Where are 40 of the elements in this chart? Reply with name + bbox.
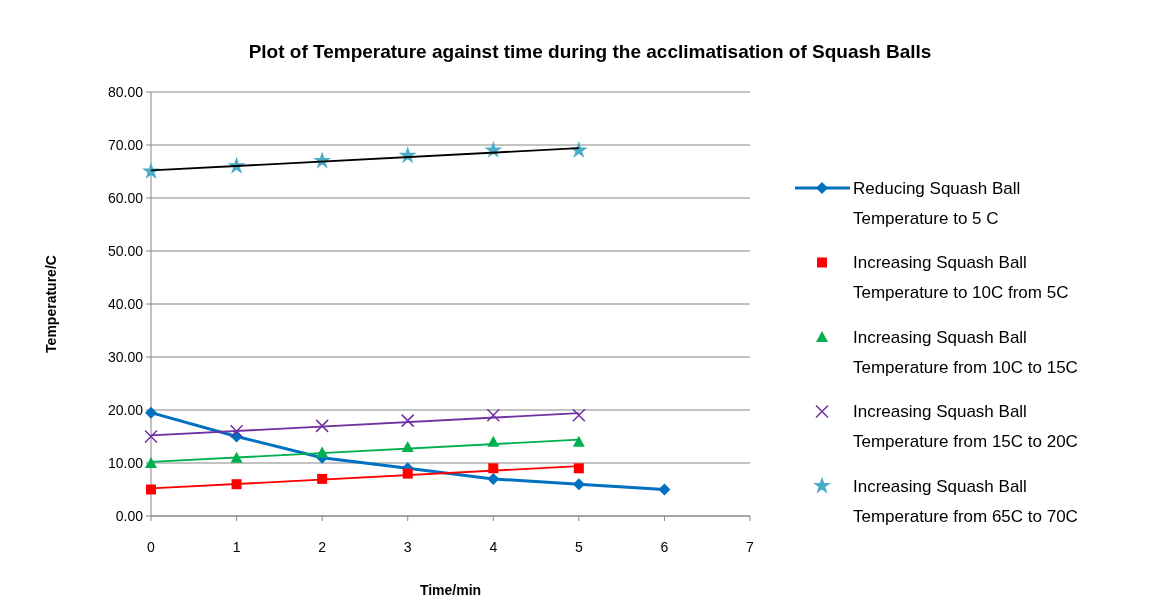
legend-label: Increasing Squash Ball Temperature from 65C to 70C [853, 476, 1078, 526]
y-tick-label: 50.00 [107, 242, 144, 259]
x-tick-label: 0 [147, 539, 156, 555]
x-tick-label: 5 [574, 539, 583, 555]
point [230, 451, 243, 463]
y-tick-label: 70.00 [107, 136, 144, 153]
y-tick-label: 40.00 [107, 295, 144, 312]
chart-title: Plot of Temperature against time during the acclimatisation of Squash Balls [248, 41, 932, 62]
point [146, 484, 156, 495]
x-tick-label: 6 [660, 539, 669, 555]
x-axis-title: Time/min [419, 582, 482, 598]
legend-label: Increasing Squash Ball Temperature from 10C to 15C [853, 327, 1078, 377]
y-axis-title: Temperature/C [43, 255, 59, 353]
point [658, 483, 671, 496]
point [572, 408, 586, 423]
point [487, 472, 500, 485]
y-tick-label: 20.00 [107, 401, 144, 418]
x-tick-label: 3 [403, 539, 412, 555]
point [400, 413, 415, 428]
y-tick-label: 30.00 [107, 348, 144, 365]
y-tick-label: 80.00 [107, 83, 144, 100]
point [145, 406, 157, 419]
legend-label: Increasing Squash Ball Temperature from 15C to 20C [853, 402, 1078, 452]
x-tick-label: 7 [746, 539, 755, 555]
point [144, 429, 158, 444]
point [573, 463, 584, 474]
legend-label: Reducing Squash Ball Temperature to 5 C [853, 178, 1021, 228]
x-tick-label: 2 [318, 539, 327, 555]
legend-label: Increasing Squash Ball Temperature to 10C from 5C [853, 253, 1069, 303]
y-tick-label: 0.00 [115, 507, 144, 524]
x-tick-label: 1 [232, 539, 241, 555]
point [572, 435, 585, 447]
point [145, 457, 157, 468]
y-tick-label: 60.00 [107, 189, 144, 206]
point [572, 478, 585, 491]
point [486, 408, 501, 423]
point [229, 424, 244, 438]
point [315, 419, 329, 433]
x-tick-label: 4 [489, 539, 498, 555]
y-tick-label: 10.00 [107, 454, 144, 471]
